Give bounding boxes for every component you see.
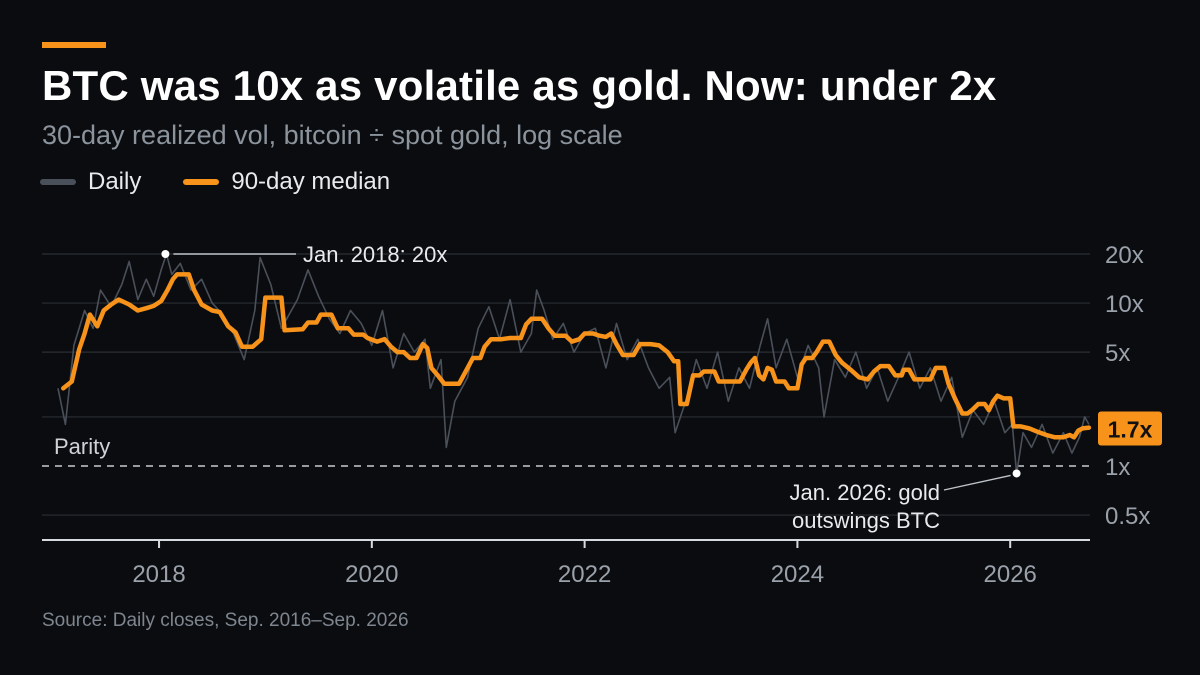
x-tick-label: 2022 bbox=[558, 561, 611, 588]
x-tick-label: 2020 bbox=[345, 561, 398, 588]
parity-label: Parity bbox=[54, 434, 110, 459]
x-tick-label: 2018 bbox=[132, 561, 185, 588]
daily-swatch bbox=[40, 179, 76, 185]
y-tick-label: 20x bbox=[1105, 242, 1144, 269]
legend-label-daily: Daily bbox=[88, 168, 142, 195]
chart-subtitle: 30-day realized vol, bitcoin ÷ spot gold… bbox=[42, 120, 623, 150]
chart-title: BTC was 10x as volatile as gold. Now: un… bbox=[42, 62, 997, 109]
y-tick-label: 5x bbox=[1105, 340, 1130, 367]
annotation-dot-2026 bbox=[1012, 469, 1021, 478]
annotation-leader-2026 bbox=[943, 474, 1011, 491]
annotation-label-2026-line1: Jan. 2026: gold bbox=[790, 480, 940, 505]
x-tick-label: 2024 bbox=[771, 561, 824, 588]
y-tick-label: 10x bbox=[1105, 291, 1144, 318]
daily-series-line bbox=[57, 253, 1090, 475]
end-value-badge bbox=[1098, 411, 1162, 446]
end-value-label: 1.7x bbox=[1108, 416, 1153, 442]
legend-item-daily: Daily bbox=[40, 168, 141, 196]
median-series-line bbox=[61, 272, 1092, 440]
annotation-dot-2018 bbox=[161, 250, 170, 258]
median-swatch bbox=[183, 179, 220, 185]
legend: Daily 90-day median bbox=[40, 168, 432, 196]
annotation-label-2018: Jan. 2018: 20x bbox=[303, 242, 447, 267]
annotation-label-2026-line2: outswings BTC bbox=[792, 508, 940, 533]
x-tick-label: 2026 bbox=[984, 561, 1037, 588]
source-note: Source: Daily closes, Sep. 2016–Sep. 202… bbox=[42, 610, 409, 631]
legend-item-median: 90-day median bbox=[183, 168, 390, 196]
y-tick-label: 1x bbox=[1105, 454, 1130, 481]
y-tick-label: 0.5x bbox=[1105, 503, 1150, 530]
legend-label-median: 90-day median bbox=[231, 168, 391, 195]
accent-bar bbox=[42, 42, 106, 48]
